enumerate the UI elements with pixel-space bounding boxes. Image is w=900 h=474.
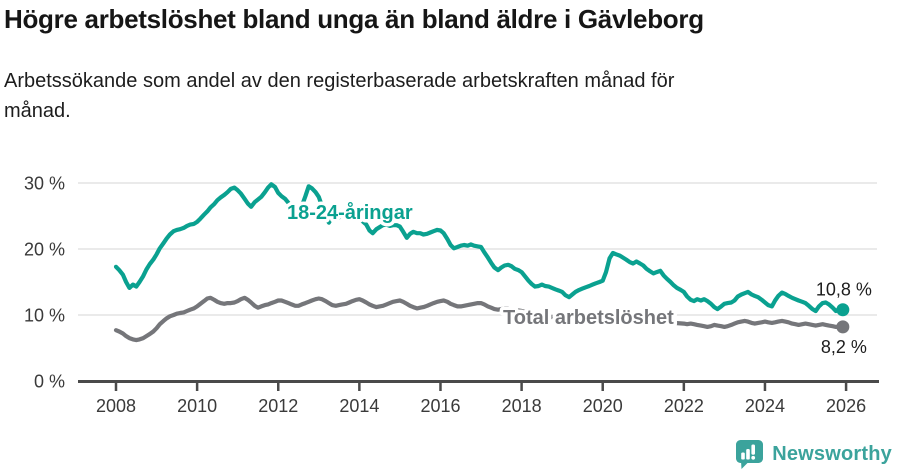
y-tick-label: 20 % [24, 240, 65, 260]
end-value-label-young: 10,8 % [816, 280, 872, 300]
x-tick-label: 2016 [420, 396, 460, 416]
x-axis: 2008 2010 2012 2014 2016 2018 2020 2022 2024 2026 [78, 380, 879, 416]
x-tick-label: 2018 [502, 396, 542, 416]
page-title: Högre arbetslöshet bland unga än bland ä… [4, 4, 704, 34]
newsworthy-logo-icon [736, 440, 764, 469]
x-tick-label: 2024 [745, 396, 785, 416]
newsworthy-logo: Newsworthy [735, 439, 892, 470]
x-tick-label: 2020 [583, 396, 623, 416]
newsworthy-brand-text: Newsworthy [772, 443, 892, 465]
series-label-total: Total arbetslöshet [503, 307, 674, 329]
x-tick-label: 2022 [664, 396, 704, 416]
x-tick-label: 2026 [826, 396, 866, 416]
series-line-total [113, 295, 845, 343]
subtitle-line-2: månad. [4, 100, 71, 122]
x-tick-label: 2010 [177, 396, 217, 416]
y-tick-label: 0 % [34, 372, 65, 392]
x-tick-label: 2008 [96, 396, 136, 416]
y-axis-labels: 30 % 20 % 10 % 0 % [24, 174, 65, 392]
subtitle-line-1: Arbetssökande som andel av den registerb… [4, 70, 675, 92]
end-value-label-total: 8,2 % [821, 337, 867, 357]
y-gridlines [78, 182, 877, 316]
series-label-young: 18-24-åringar [287, 201, 413, 224]
x-tick-label: 2014 [339, 396, 379, 416]
y-tick-label: 10 % [24, 306, 65, 326]
x-tick-label: 2012 [258, 396, 298, 416]
end-dot-total [836, 320, 850, 334]
end-dot-young [836, 303, 850, 317]
series-line-young [113, 182, 845, 314]
y-tick-label: 30 % [24, 174, 65, 194]
chart-subtitle: Arbetssökande som andel av den registerb… [4, 66, 674, 126]
